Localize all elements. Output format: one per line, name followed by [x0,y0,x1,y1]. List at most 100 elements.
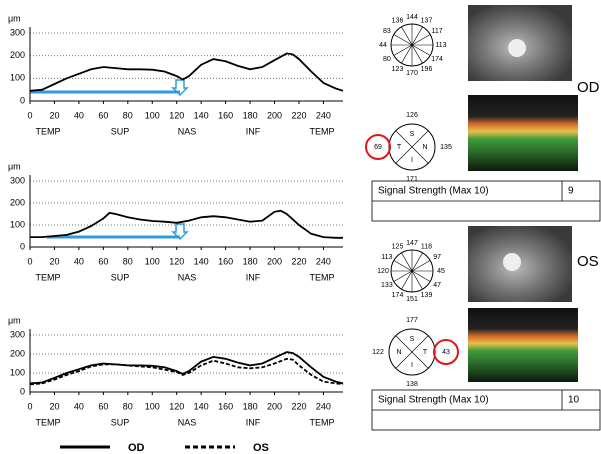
quadrant-value: 69 [374,144,382,151]
quadrant-letter: S [410,131,415,138]
quadrant-value: 171 [406,176,418,183]
region-label: NAS [178,272,197,282]
quadrant-letter: I [411,362,413,369]
quadrant-value: 138 [406,381,418,388]
x-tick-label: 180 [243,256,258,266]
clock-value: 80 [383,56,391,63]
signal-label: Signal Strength (Max 10) [378,186,489,197]
y-tick-label: 100 [10,367,25,377]
x-tick-label: 60 [98,256,108,266]
clock-value: 125 [392,244,404,251]
x-tick-label: 80 [123,110,133,120]
y-axis-label: μm [8,315,21,325]
x-tick-label: 20 [49,256,59,266]
eye-label: OS [577,253,599,270]
oct-scan [468,308,578,382]
legend-label: OD [128,442,145,454]
x-tick-label: 20 [49,110,59,120]
x-tick-label: 120 [169,401,184,411]
region-label: TEMP [309,272,334,282]
region-label: TEMP [309,126,334,136]
x-tick-label: 140 [194,401,209,411]
x-tick-label: 40 [74,110,84,120]
clock-value: 133 [381,282,393,289]
signal-value: 9 [568,186,574,197]
clock-value: 45 [437,268,445,275]
optic-disc [508,39,526,57]
x-tick-label: 240 [316,401,331,411]
region-label: TEMP [35,417,60,427]
x-tick-label: 160 [218,401,233,411]
clock-value: 118 [421,244,432,251]
x-tick-label: 20 [49,401,59,411]
x-tick-label: 100 [145,110,160,120]
clock-spoke [401,26,423,64]
quadrant-value: 126 [406,112,418,119]
legend-label: OS [253,442,269,454]
annotation [30,79,189,241]
clock-value: 44 [379,42,387,49]
quadrant-letter: T [397,144,402,151]
eye-label: OD [577,79,600,96]
x-tick-label: 140 [194,256,209,266]
x-tick-label: 120 [169,256,184,266]
x-tick-label: 160 [218,110,233,120]
quadrant-letter: N [422,144,427,151]
clock-value: 174 [431,56,443,63]
data-line [30,209,343,239]
x-tick-label: 40 [74,401,84,411]
x-tick-label: 140 [194,110,209,120]
region-label: INF [246,126,261,136]
clock-value: 196 [421,66,433,73]
quadrant-letter: I [411,157,413,164]
highlight-circle [433,339,459,365]
x-tick-label: 220 [291,256,306,266]
quadrant-letter: N [396,349,401,356]
quadrant-value: 177 [406,317,418,324]
x-tick-label: 0 [27,401,32,411]
region-label: SUP [111,126,130,136]
highlight-circle [365,134,391,160]
clock-value: 136 [392,18,404,25]
data-line [29,351,344,385]
clock-value: 83 [383,28,391,35]
x-tick-label: 60 [98,110,108,120]
data-line [29,52,344,92]
clock-value: 97 [433,254,441,261]
clock-value: 113 [381,254,392,261]
region-label: NAS [178,126,197,136]
x-tick-label: 100 [145,401,160,411]
x-tick-label: 80 [123,256,133,266]
y-tick-label: 300 [10,175,25,185]
x-tick-label: 0 [27,110,32,120]
data-line [29,357,344,386]
y-tick-label: 300 [10,27,25,37]
x-tick-label: 0 [27,256,32,266]
x-tick-label: 180 [243,401,258,411]
quadrant-letter: T [423,349,428,356]
x-tick-label: 180 [243,110,258,120]
quadrant-value: 122 [372,349,384,356]
region-label: TEMP [35,272,60,282]
y-tick-label: 100 [10,219,25,229]
x-tick-label: 200 [267,401,282,411]
y-tick-label: 100 [10,73,25,83]
x-tick-label: 120 [169,110,184,120]
oct-scan [468,95,578,171]
region-label: SUP [111,417,130,427]
clock-spoke [401,252,423,290]
clock-value: 137 [421,18,433,25]
y-tick-label: 0 [20,386,25,396]
y-axis-label: μm [8,13,21,23]
x-tick-label: 200 [267,256,282,266]
y-tick-label: 0 [20,95,25,105]
signal-value: 10 [568,395,580,406]
signal-label: Signal Strength (Max 10) [378,395,489,406]
region-label: INF [246,417,261,427]
x-tick-label: 220 [291,401,306,411]
region-label: SUP [111,272,130,282]
x-tick-label: 220 [291,110,306,120]
region-label: TEMP [309,417,334,427]
clock-value: 144 [406,14,418,21]
clock-value: 151 [406,296,418,303]
